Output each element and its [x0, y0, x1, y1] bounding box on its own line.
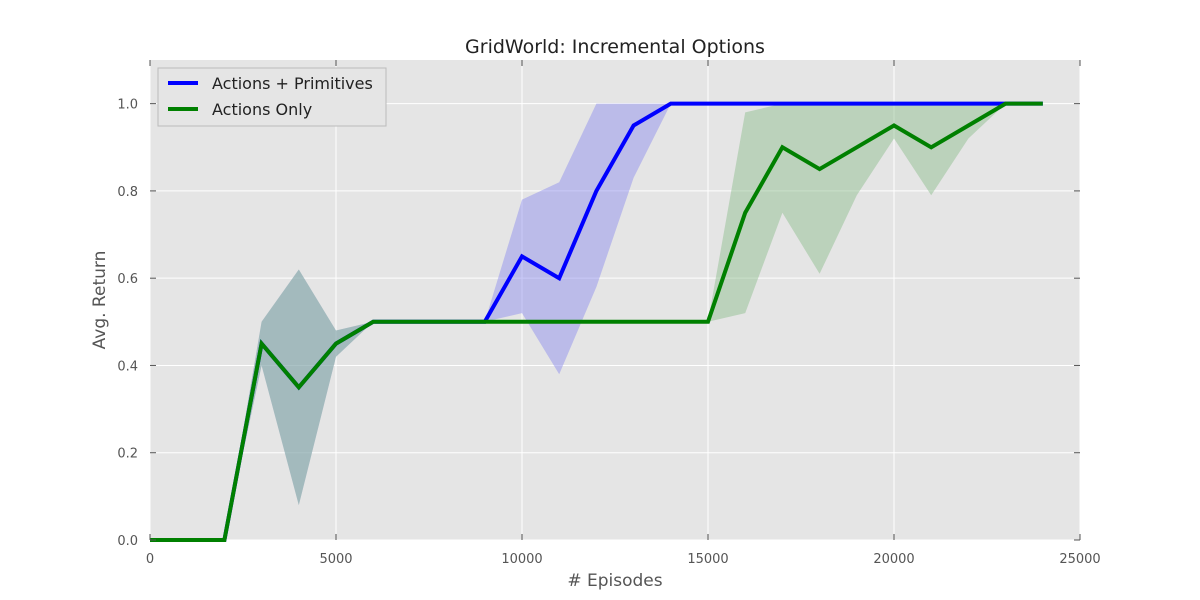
x-tick-label: 5000	[319, 552, 352, 567]
y-tick-label: 0.6	[117, 272, 138, 287]
x-tick-label: 0	[146, 552, 154, 567]
axis-ticks	[149, 60, 1081, 541]
chart-title: GridWorld: Incremental Options	[465, 36, 765, 58]
legend-label-actions-only: Actions Only	[212, 100, 312, 119]
x-tick-label: 25000	[1059, 552, 1100, 567]
x-axis-title: # Episodes	[567, 571, 662, 591]
legend-label-actions-primitives: Actions + Primitives	[212, 74, 373, 93]
y-axis-title: Avg. Return	[90, 251, 110, 350]
line-series-1	[150, 101, 1043, 542]
x-tick-label: 10000	[501, 552, 542, 567]
series-lines	[150, 101, 1043, 542]
band-series-1	[150, 103, 1043, 540]
y-tick-label: 0.4	[117, 359, 138, 374]
legend: Actions + Primitives Actions Only	[157, 67, 387, 127]
y-tick-label: 0.8	[117, 185, 138, 200]
y-tick-label: 0.0	[117, 534, 138, 549]
plot-area	[150, 60, 1080, 540]
y-tick-label: 0.2	[117, 447, 138, 462]
x-tick-label: 15000	[687, 552, 728, 567]
gridlines	[149, 60, 1081, 541]
y-tick-label: 1.0	[117, 98, 138, 113]
legend-box	[157, 67, 387, 127]
tick-labels: 0 5000 10000 15000 20000 25000 0.0 0.2 0.4 0.6 0.8…	[117, 98, 1100, 567]
x-tick-label: 20000	[873, 552, 914, 567]
